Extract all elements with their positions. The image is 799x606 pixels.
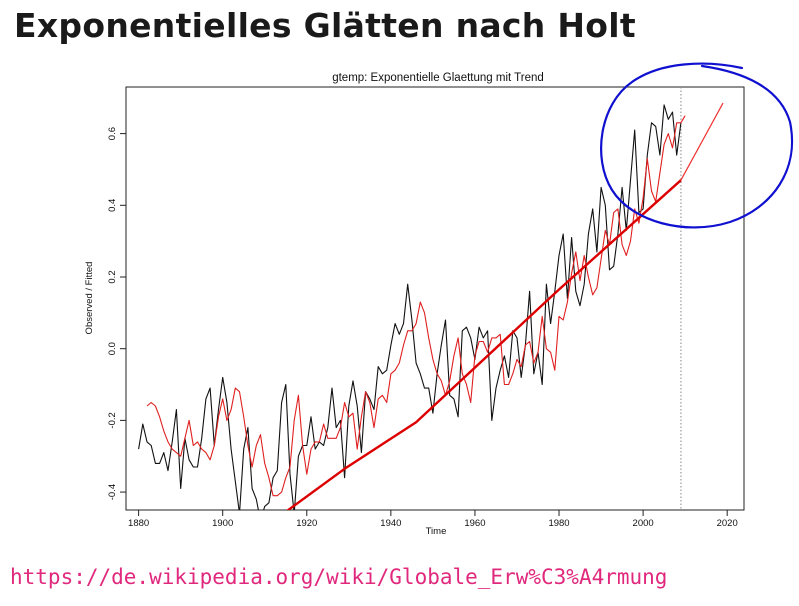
x-tick-label: 2020 <box>717 518 738 529</box>
y-tick-label: 0.4 <box>107 199 118 212</box>
hand-drawn-circle-annotation <box>600 62 794 229</box>
y-tick-label: -0.4 <box>107 484 118 500</box>
observed-series-line <box>138 104 682 510</box>
x-tick-label: 1880 <box>128 518 149 529</box>
source-url[interactable]: https://de.wikipedia.org/wiki/Globale_Er… <box>10 565 668 589</box>
slide-title: Exponentielles Glätten nach Holt <box>14 6 636 45</box>
holt-smoothing-chart: gtemp: Exponentielle Glaettung mit Trend… <box>84 62 794 537</box>
x-tick-label: 1940 <box>380 518 401 529</box>
x-tick-label: 1900 <box>212 518 233 529</box>
x-tick-label: 1920 <box>296 518 317 529</box>
y-tick-label: 0.6 <box>107 127 118 140</box>
plot-frame <box>125 86 745 511</box>
y-tick-label: -0.2 <box>107 412 118 428</box>
x-tick-label: 1980 <box>548 518 569 529</box>
y-tick-label: 0.0 <box>107 342 118 355</box>
y-axis-label: Observed / Fitted <box>84 262 95 335</box>
x-tick-label: 2000 <box>633 518 654 529</box>
x-axis-label: Time <box>426 526 447 537</box>
forecast-line <box>680 102 724 181</box>
x-tick-label: 1960 <box>464 518 485 529</box>
trend-line <box>286 179 682 510</box>
fitted-series-line <box>146 115 686 497</box>
y-tick-label: 0.2 <box>107 270 118 283</box>
chart-title: gtemp: Exponentielle Glaettung mit Trend <box>332 72 544 84</box>
